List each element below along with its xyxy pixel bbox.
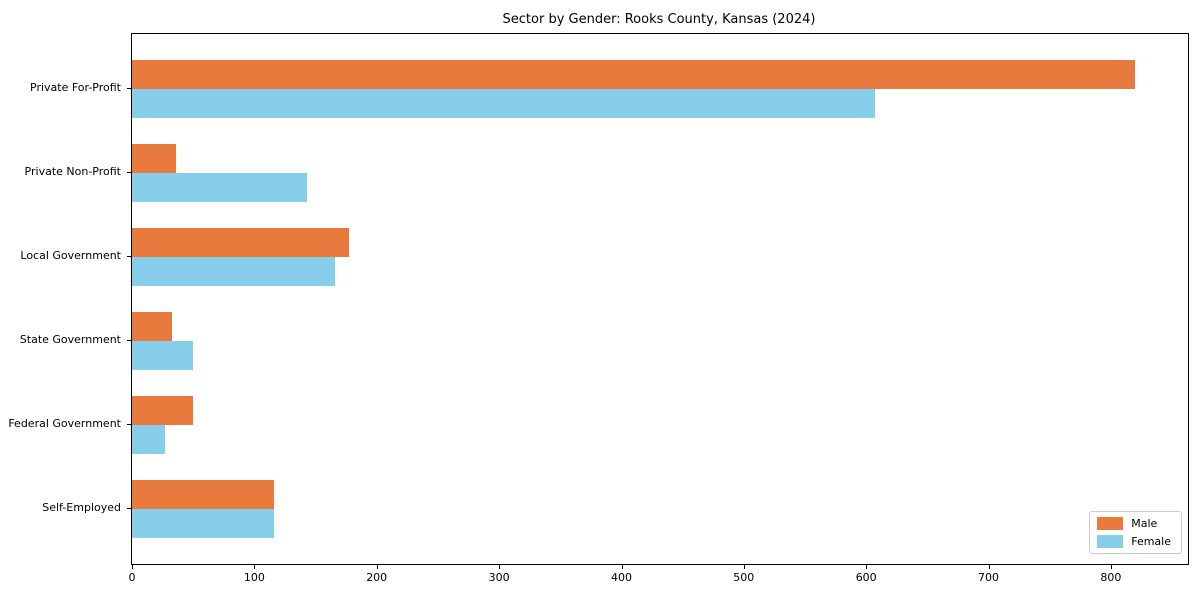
x-tick-label: 200 xyxy=(366,571,388,584)
legend-label: Female xyxy=(1131,535,1171,548)
x-tick-label: 300 xyxy=(488,571,510,584)
y-category-label: Local Government xyxy=(20,249,121,262)
x-tick-label: 800 xyxy=(1100,571,1122,584)
chart-title: Sector by Gender: Rooks County, Kansas (… xyxy=(502,12,816,27)
bar-female-1 xyxy=(132,173,307,202)
plot-area: Male Female xyxy=(131,33,1189,565)
x-tick-label: 700 xyxy=(978,571,999,584)
x-tick-label: 600 xyxy=(855,571,877,584)
bar-male-4 xyxy=(132,396,194,425)
bar-male-1 xyxy=(132,144,177,173)
legend-item-female: Female xyxy=(1097,535,1171,548)
y-tick-mark xyxy=(127,508,131,509)
bar-male-5 xyxy=(132,480,274,509)
y-tick-mark xyxy=(127,424,131,425)
legend-swatch-female xyxy=(1097,535,1124,548)
x-tick-mark xyxy=(376,565,378,569)
y-tick-mark xyxy=(127,88,131,89)
x-tick-mark xyxy=(988,565,990,569)
x-tick-mark xyxy=(743,565,745,569)
x-tick-label: 100 xyxy=(243,571,265,584)
x-tick-label: 500 xyxy=(733,571,755,584)
legend-item-male: Male xyxy=(1097,517,1171,530)
bars-layer xyxy=(132,34,1188,564)
bar-female-4 xyxy=(132,425,165,454)
legend-label: Male xyxy=(1131,517,1158,530)
y-category-label: Federal Government xyxy=(8,417,121,430)
x-tick-mark xyxy=(254,565,256,569)
x-tick-mark xyxy=(621,565,623,569)
y-category-label: State Government xyxy=(19,333,121,346)
y-tick-mark xyxy=(127,340,131,341)
x-tick-mark xyxy=(866,565,868,569)
y-tick-mark xyxy=(127,172,131,173)
x-tick-mark xyxy=(499,565,501,569)
bar-male-2 xyxy=(132,228,349,257)
x-tick-label: 400 xyxy=(611,571,632,584)
bar-male-0 xyxy=(132,60,1136,89)
x-tick-mark xyxy=(132,565,133,569)
x-tick-label: 0 xyxy=(128,571,136,584)
bar-female-2 xyxy=(132,257,336,286)
legend: Male Female xyxy=(1089,511,1182,554)
bar-female-0 xyxy=(132,89,875,118)
y-tick-mark xyxy=(127,256,131,257)
y-category-label: Private Non-Profit xyxy=(24,165,121,178)
bar-female-3 xyxy=(132,341,194,370)
legend-swatch-male xyxy=(1097,517,1124,530)
bar-male-3 xyxy=(132,312,173,341)
y-category-label: Self-Employed xyxy=(42,501,121,514)
bar-female-5 xyxy=(132,509,274,538)
x-tick-mark xyxy=(1110,565,1112,569)
y-category-label: Private For-Profit xyxy=(30,81,121,94)
